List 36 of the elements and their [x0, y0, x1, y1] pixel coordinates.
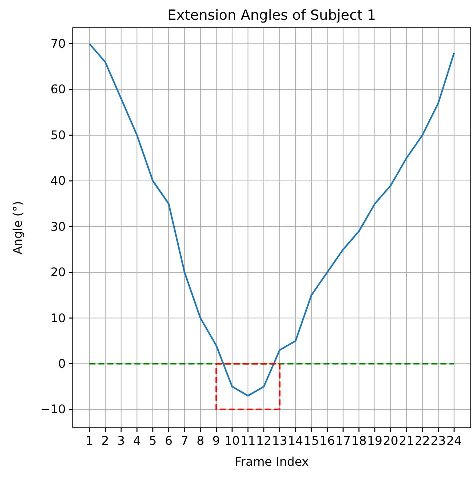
y-tick-label: 0	[58, 357, 66, 371]
x-tick-label: 6	[165, 434, 173, 448]
y-tick-label: −10	[40, 402, 66, 417]
x-tick-label: 21	[399, 434, 414, 448]
x-tick-label: 1	[86, 434, 94, 448]
x-tick-label: 7	[180, 434, 189, 448]
x-tick-label: 24	[446, 434, 462, 448]
x-tick-label: 19	[367, 434, 383, 448]
y-tick-label: 70	[50, 37, 66, 51]
y-tick-label: 40	[50, 174, 66, 188]
x-tick-label: 16	[320, 434, 336, 448]
x-tick-label: 4	[133, 434, 142, 448]
x-tick-label: 9	[212, 434, 220, 448]
x-tick-label: 5	[149, 434, 157, 448]
x-tick-label: 3	[118, 434, 126, 448]
x-tick-label: 13	[272, 434, 288, 448]
x-axis-title: Frame Index	[234, 455, 310, 469]
x-tick-label: 11	[240, 434, 256, 448]
x-tick-label: 10	[224, 434, 240, 448]
x-tick-label: 22	[414, 434, 430, 448]
y-tick-label: 60	[50, 82, 66, 97]
y-tick-label: 30	[50, 220, 66, 234]
x-tick-label: 15	[304, 434, 320, 448]
x-tick-label: 18	[352, 434, 367, 448]
x-tick-label: 17	[336, 434, 351, 448]
x-tick-label: 14	[288, 434, 304, 448]
y-tick-label: 10	[50, 311, 66, 326]
y-tick-label: 20	[50, 266, 66, 280]
x-tick-label: 23	[430, 434, 446, 448]
x-tick-label: 20	[383, 434, 399, 448]
y-axis-title: Angle (°)	[11, 201, 25, 255]
x-tick-label: 8	[196, 434, 204, 448]
y-tick-label: 50	[50, 128, 66, 142]
x-tick-label: 2	[102, 434, 110, 448]
x-tick-label: 12	[256, 434, 272, 448]
chart-title: Extension Angles of Subject 1	[168, 8, 376, 24]
